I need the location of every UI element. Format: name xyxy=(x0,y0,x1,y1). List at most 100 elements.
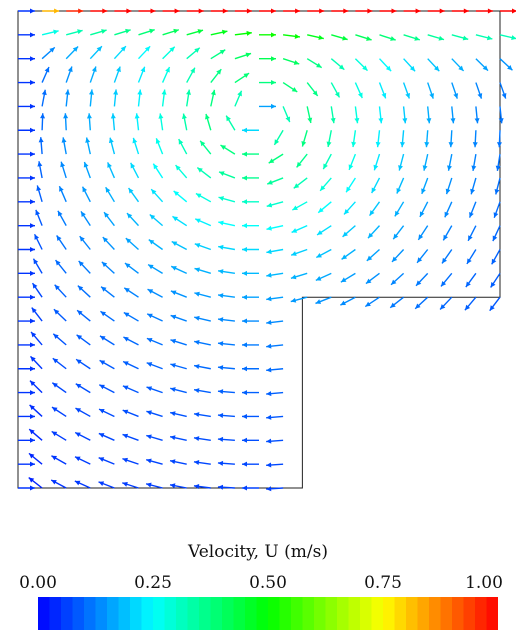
velocity-vector-head xyxy=(29,429,35,435)
velocity-vector-head xyxy=(123,337,130,342)
velocity-vector-head xyxy=(266,391,272,397)
velocity-vector-head xyxy=(266,343,272,349)
velocity-vector-head xyxy=(155,138,161,144)
velocity-vector-head xyxy=(334,91,340,98)
velocity-vector-head xyxy=(146,337,153,343)
velocity-vector-head xyxy=(170,435,176,441)
velocity-vector-head xyxy=(245,52,252,58)
velocity-vector-head xyxy=(343,8,349,14)
velocity-vector-head xyxy=(242,151,247,157)
velocity-vector-head xyxy=(170,314,177,320)
velocity-vector-head xyxy=(443,234,448,241)
velocity-vector-head xyxy=(242,437,247,443)
velocity-vector-head xyxy=(242,461,247,467)
colorbar-segment xyxy=(84,597,97,630)
velocity-vector-head xyxy=(392,256,398,262)
velocity-vector-head xyxy=(29,404,35,411)
velocity-vector-head xyxy=(76,359,82,365)
velocity-vector-head xyxy=(266,367,272,373)
velocity-vector-head xyxy=(169,46,175,53)
velocity-vector-head xyxy=(393,233,399,240)
velocity-vector-head xyxy=(463,8,469,14)
velocity-vector-head xyxy=(417,257,423,263)
velocity-vector-head xyxy=(101,286,107,292)
velocity-vector-head xyxy=(285,116,291,123)
velocity-vector-head xyxy=(271,80,276,86)
colorbar-segment xyxy=(325,597,338,630)
colorbar-segment xyxy=(130,597,143,630)
velocity-vector-head xyxy=(30,342,35,348)
velocity-vector-head xyxy=(493,212,499,218)
colorbar-segment xyxy=(164,597,177,630)
velocity-vector-head xyxy=(122,385,129,391)
velocity-vector-head xyxy=(148,264,154,270)
velocity-vector-head xyxy=(378,118,384,124)
colorbar-segment xyxy=(337,597,350,630)
colorbar-segment xyxy=(463,597,476,630)
colorbar-segment xyxy=(360,597,373,630)
velocity-vector-head xyxy=(170,411,176,417)
velocity-vector-head xyxy=(99,384,105,390)
velocity-vector-head xyxy=(369,210,375,216)
velocity-vector-head xyxy=(150,8,156,14)
velocity-vector-head xyxy=(498,118,504,124)
velocity-vector-head xyxy=(74,480,81,486)
velocity-vector-head xyxy=(330,117,336,124)
velocity-vector-head xyxy=(242,366,247,372)
velocity-vector-head xyxy=(415,8,421,14)
velocity-vector-head xyxy=(496,142,502,148)
velocity-vector-head xyxy=(120,46,126,52)
velocity-vector-head xyxy=(30,413,35,419)
velocity-vector-head xyxy=(146,434,152,440)
colorbar-segment xyxy=(279,597,292,630)
velocity-vector-head xyxy=(489,305,495,311)
velocity-vector-head xyxy=(194,340,200,345)
colorbar-segment xyxy=(187,597,200,630)
velocity-vector-head xyxy=(77,285,84,291)
colorbar-tick-3: 0.75 xyxy=(364,573,402,593)
velocity-vector-head xyxy=(53,309,60,315)
velocity-vector-head xyxy=(137,89,143,95)
velocity-vector-head xyxy=(72,46,79,52)
velocity-vector-head xyxy=(218,317,224,323)
velocity-vector-head xyxy=(83,161,89,168)
velocity-vector-head xyxy=(146,482,152,488)
velocity-vector-head xyxy=(104,212,110,218)
velocity-vector-head xyxy=(495,165,501,171)
velocity-vector-head xyxy=(170,387,176,393)
velocity-vector-head xyxy=(33,258,39,265)
velocity-vector-head xyxy=(31,307,37,314)
velocity-vector-head xyxy=(28,477,35,483)
velocity-vector-head xyxy=(198,8,204,14)
colorbar-segment xyxy=(199,597,212,630)
colorbar-segment xyxy=(348,597,361,630)
velocity-vector-head xyxy=(219,171,225,176)
velocity-vector-head xyxy=(242,247,247,252)
velocity-vector-head xyxy=(194,267,201,273)
velocity-vector-head xyxy=(266,202,273,208)
velocity-vector-head xyxy=(193,460,200,465)
velocity-vector-head xyxy=(107,162,112,168)
velocity-vector-head xyxy=(418,234,424,240)
velocity-vector-head xyxy=(471,165,477,171)
velocity-vector-head xyxy=(194,315,200,321)
velocity-vector-head xyxy=(445,188,451,195)
velocity-vector-head xyxy=(77,29,83,35)
velocity-vector-head xyxy=(101,261,108,268)
velocity-vector-head xyxy=(426,118,432,124)
velocity-vector-head xyxy=(195,218,201,224)
velocity-vector-head xyxy=(294,33,300,39)
colorbar-segment xyxy=(417,597,430,630)
colorbar-segment xyxy=(371,597,384,630)
velocity-vector-head xyxy=(170,483,176,489)
velocity-vector-head xyxy=(30,56,35,62)
velocity-vector-head xyxy=(172,216,179,222)
velocity-vector-head xyxy=(468,235,473,241)
velocity-vector-head xyxy=(218,269,224,275)
velocity-vector-head xyxy=(98,433,105,438)
velocity-vector-head xyxy=(110,113,116,119)
velocity-vector-head xyxy=(216,69,222,75)
velocity-vector-head xyxy=(482,65,488,71)
velocity-vector-head xyxy=(316,62,322,68)
velocity-vector-head xyxy=(41,89,47,96)
